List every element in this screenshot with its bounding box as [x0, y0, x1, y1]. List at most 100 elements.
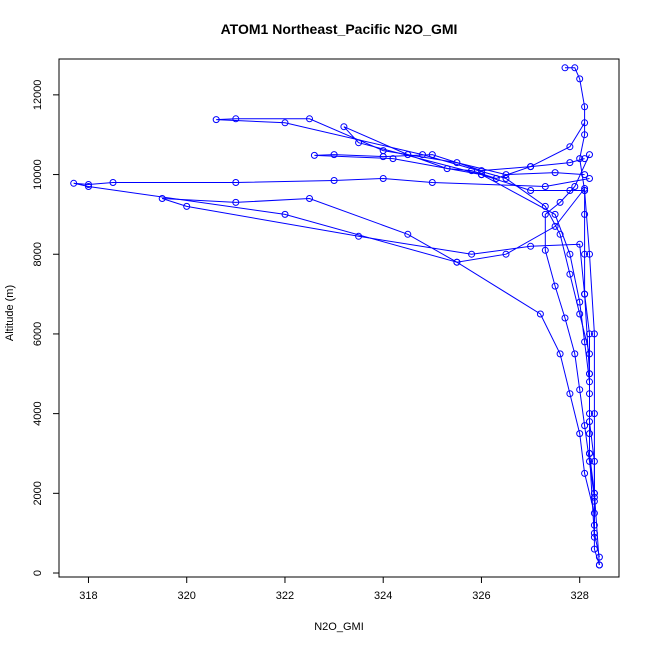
x-tick-label-0: 318	[79, 590, 97, 602]
data-point-3-9	[85, 183, 92, 190]
data-point-1-1	[566, 159, 574, 167]
data-point-5-14	[586, 378, 593, 386]
data-point-2-12	[576, 240, 584, 248]
data-point-1-14	[590, 330, 598, 338]
data-point-4-5	[306, 115, 313, 123]
x-tick-label-2: 322	[276, 590, 294, 602]
data-point-2-0	[581, 185, 589, 192]
data-point-5-0	[581, 119, 589, 127]
data-point-3-3	[379, 175, 387, 182]
data-point-5-16	[590, 457, 598, 465]
x-tick-label-3: 324	[374, 590, 392, 602]
data-point-4-3	[453, 159, 461, 167]
data-point-2-10	[468, 250, 476, 258]
data-point-4-17	[586, 430, 593, 438]
data-point-4-13	[566, 270, 574, 278]
data-point-3-6	[109, 179, 117, 186]
x-tick-label-5: 328	[571, 590, 589, 602]
series-line-3	[73, 177, 595, 514]
data-point-6-1	[571, 183, 579, 190]
data-point-5-11	[566, 250, 574, 258]
y-tick-label-0: 0	[32, 570, 44, 576]
series-5	[340, 119, 598, 505]
series-3	[70, 175, 598, 517]
data-point-3-4	[330, 177, 338, 184]
data-point-6-4	[541, 246, 549, 254]
data-point-3-14	[566, 390, 574, 398]
data-point-3-0	[586, 175, 593, 182]
data-point-2-2	[502, 250, 510, 258]
data-point-3-2	[428, 179, 436, 186]
data-point-5-15	[586, 418, 593, 426]
data-point-6-8	[576, 386, 584, 394]
data-point-4-9	[419, 151, 426, 159]
data-point-2-8	[183, 202, 191, 210]
series-line-5	[343, 122, 595, 502]
data-point-6-2	[556, 198, 564, 206]
data-point-0-16	[571, 64, 579, 72]
series-layer	[70, 64, 603, 569]
data-point-6-10	[586, 457, 593, 465]
data-point-5-1	[566, 143, 574, 151]
data-point-5-3	[492, 175, 500, 182]
data-point-4-8	[281, 119, 289, 127]
data-point-3-16	[581, 469, 589, 477]
data-point-0-7	[586, 330, 593, 338]
data-point-1-13	[586, 250, 593, 258]
data-point-3-5	[232, 179, 240, 186]
x-tick-label-1: 320	[178, 590, 196, 602]
data-point-2-13	[581, 290, 589, 298]
data-point-3-15	[576, 430, 584, 438]
plot-frame	[58, 58, 620, 578]
y-axis-label: Altitude (m)	[4, 285, 16, 341]
data-point-1-15	[590, 410, 598, 418]
data-point-5-7	[340, 123, 348, 131]
data-point-4-12	[556, 230, 564, 238]
data-point-3-8	[70, 179, 78, 187]
data-point-6-6	[561, 314, 569, 322]
chart-title: ATOM1 Northeast_Pacific N2O_GMI	[221, 21, 458, 37]
data-point-2-5	[306, 195, 313, 202]
data-point-0-17	[561, 64, 569, 72]
data-point-4-14	[576, 310, 584, 318]
data-point-4-0	[581, 171, 589, 179]
x-axis: 318 320 322 324 326 328	[79, 577, 589, 602]
data-point-4-1	[551, 169, 559, 177]
data-point-6-12	[590, 529, 598, 537]
data-point-6-5	[551, 282, 559, 290]
data-point-1-7	[310, 151, 318, 159]
data-point-2-1	[551, 222, 559, 230]
y-tick-label-5: 10000	[32, 159, 44, 190]
data-point-5-12	[576, 298, 584, 306]
data-point-0-15	[576, 75, 584, 83]
data-point-2-15	[586, 450, 593, 457]
series-6	[541, 151, 603, 561]
data-point-3-7	[85, 181, 92, 188]
data-point-5-13	[581, 338, 589, 346]
series-line-1	[314, 154, 600, 566]
data-point-1-17	[595, 561, 603, 569]
data-point-3-1	[541, 183, 549, 190]
data-point-3-10	[281, 210, 289, 218]
data-point-4-7	[212, 116, 220, 124]
data-point-3-13	[556, 350, 564, 358]
data-point-1-8	[389, 155, 397, 163]
data-point-5-6	[404, 151, 412, 159]
series-line-4	[216, 118, 590, 434]
data-point-6-9	[581, 422, 589, 430]
x-axis-label: N2O_GMI	[314, 621, 364, 633]
data-point-5-5	[443, 165, 451, 173]
data-point-4-4	[379, 147, 387, 155]
data-point-2-11	[527, 242, 535, 250]
data-point-6-13	[595, 553, 603, 561]
data-point-3-11	[453, 258, 461, 266]
x-tick-label-4: 326	[472, 590, 490, 602]
data-point-3-12	[536, 310, 544, 318]
data-point-2-9	[355, 232, 363, 240]
data-point-2-6	[232, 198, 240, 206]
data-point-0-9	[581, 250, 589, 258]
data-point-6-11	[590, 493, 598, 501]
y-tick-label-3: 6000	[32, 322, 44, 346]
data-point-0-10	[581, 210, 589, 218]
